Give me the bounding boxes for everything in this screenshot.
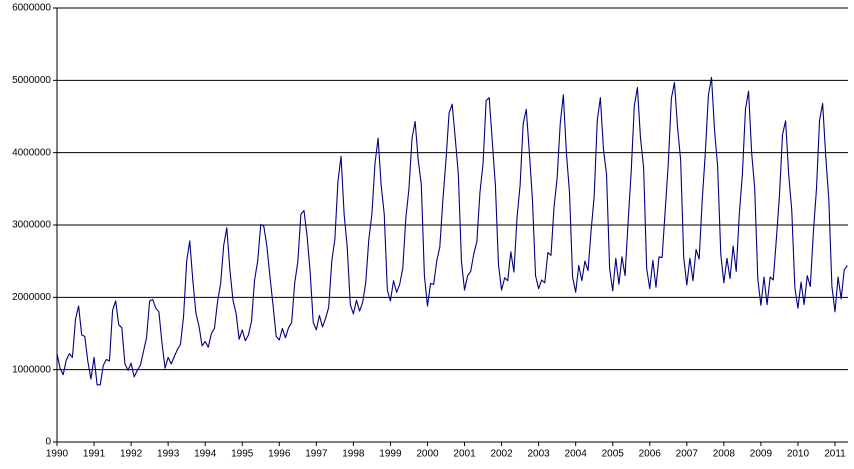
x-tick-label: 1996	[268, 449, 291, 460]
y-tick-label: 4000000	[12, 147, 51, 158]
y-tick-label: 0	[45, 437, 51, 448]
x-tick-label: 1993	[157, 449, 180, 460]
x-tick-label: 2005	[602, 449, 625, 460]
x-tick-label: 2009	[750, 449, 773, 460]
y-tick-label: 1000000	[12, 364, 51, 375]
x-tick-label: 2007	[676, 449, 699, 460]
x-tick-label: 2000	[416, 449, 439, 460]
y-tick-label: 5000000	[12, 75, 51, 86]
x-tick-label: 1997	[305, 449, 328, 460]
x-tick-label: 1999	[379, 449, 402, 460]
x-tick-label: 2003	[527, 449, 550, 460]
y-tick-label: 2000000	[12, 292, 51, 303]
x-tick-label: 2006	[639, 449, 662, 460]
x-tick-label: 1992	[120, 449, 143, 460]
x-tick-label: 2002	[490, 449, 513, 460]
x-tick-label: 1995	[231, 449, 254, 460]
x-tick-label: 1998	[342, 449, 365, 460]
x-tick-label: 2010	[787, 449, 810, 460]
data-line	[56, 76, 848, 386]
x-tick-label: 1991	[83, 449, 106, 460]
y-tick-label: 3000000	[12, 220, 51, 231]
x-tick-label: 1990	[46, 449, 69, 460]
x-tick-label: 1994	[194, 449, 217, 460]
x-tick-label: 2008	[713, 449, 736, 460]
y-tick-label: 6000000	[12, 3, 51, 14]
x-tick-label: 2001	[453, 449, 476, 460]
x-tick-label: 2004	[565, 449, 588, 460]
x-tick-label: 2011	[824, 449, 846, 460]
